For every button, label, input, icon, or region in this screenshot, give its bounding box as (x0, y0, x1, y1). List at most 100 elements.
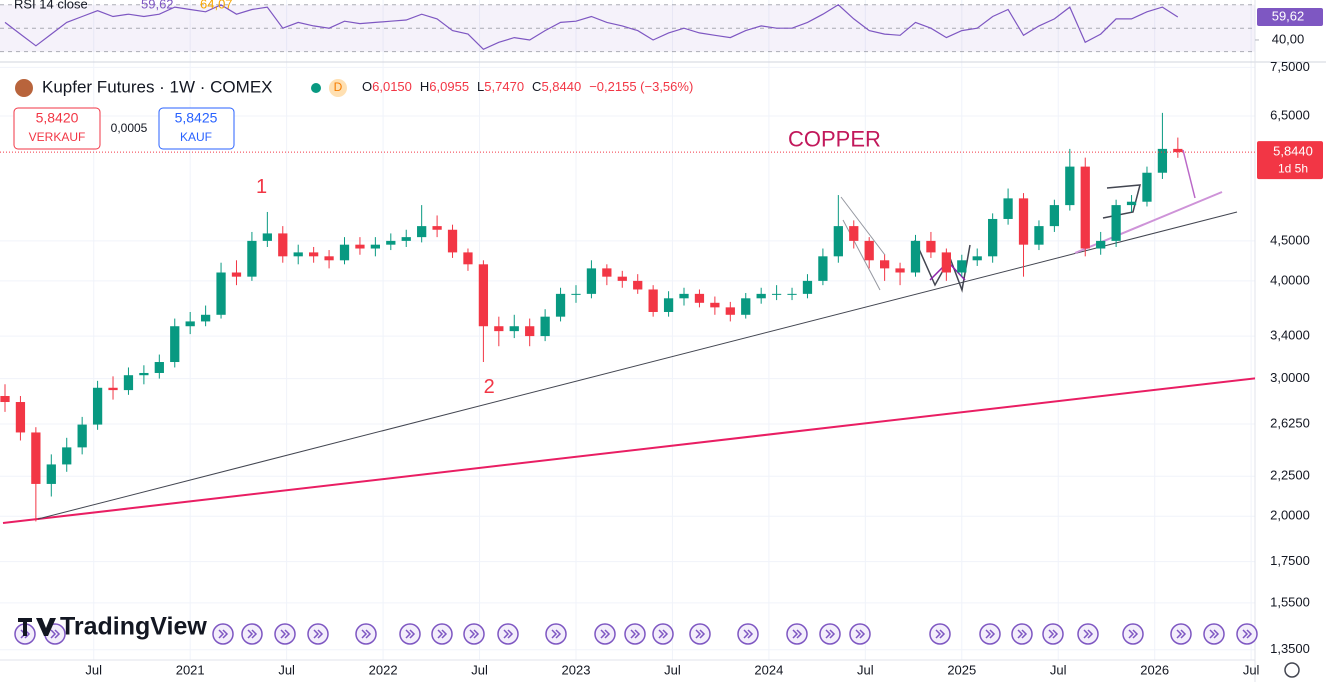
candle-body (15, 402, 26, 433)
x-tick-label: 2024 (754, 662, 783, 677)
candle-body (31, 432, 41, 484)
event-icon-arrow (1048, 629, 1059, 639)
candle-body (1003, 198, 1013, 219)
buy-label: KAUF (180, 130, 212, 144)
overlay: 7,5000 6,5000 4,5000 4,0000 3,4000 3,0000 2,62… (0, 7, 1323, 677)
candle-body (1034, 226, 1044, 245)
event-icon-arrow (935, 629, 946, 639)
event-icon-arrow (551, 629, 562, 639)
sell-button[interactable] (13, 107, 101, 150)
x-tick-label: 2023 (562, 662, 591, 677)
candle-body (818, 256, 828, 281)
y-tick-label: 2,2500 (1270, 468, 1310, 483)
badge: D (334, 80, 343, 94)
event-icon-arrow (218, 629, 229, 639)
candle-body (972, 256, 982, 261)
candle-body (1157, 148, 1168, 173)
candle-body (617, 276, 627, 281)
rsi-ma-value: 64,07 (200, 0, 233, 11)
event-icon-arrow (247, 629, 258, 639)
candle-body (231, 272, 242, 277)
candle-body (262, 233, 272, 241)
candle-body (555, 293, 566, 317)
event-icon-arrow (600, 629, 611, 639)
candle-body (1080, 166, 1090, 249)
candle-body (880, 260, 890, 269)
ohlc-label: L (477, 79, 484, 94)
drawings (2, 149, 1255, 524)
y-tick-label: 7,5000 (1270, 59, 1310, 74)
event-icon-arrow (1176, 629, 1187, 639)
badge-bg (329, 79, 347, 97)
candle-body (92, 387, 103, 425)
candle-body (478, 264, 489, 327)
x-tick-label: Jul (664, 662, 681, 677)
buy-button[interactable] (158, 107, 235, 150)
last-price-label: 5,8440 (1273, 144, 1313, 159)
trendline (2, 377, 1255, 524)
event-icon-arrow (280, 629, 291, 639)
ohlc-label: C (532, 79, 541, 94)
candle-body (1111, 205, 1121, 241)
candle-body (494, 326, 504, 332)
candle-body (663, 298, 674, 312)
candle-body (447, 229, 458, 253)
candle-body (1173, 148, 1183, 153)
annotation: COPPER (788, 127, 881, 152)
annotation: 2 (484, 376, 495, 398)
candle-body (139, 372, 149, 376)
x-tick-label: Jul (85, 662, 102, 677)
candle-body (648, 289, 658, 312)
candle-body (988, 218, 998, 257)
x-tick-label: Jul (1050, 662, 1067, 677)
sell-price: 5,8420 (36, 110, 79, 126)
candle-body (957, 260, 967, 273)
candle-body (46, 464, 56, 484)
settings-icon[interactable] (1284, 662, 1300, 678)
candle-body (1018, 198, 1029, 245)
x-tick-label: Jul (278, 662, 295, 677)
candle-body (771, 293, 782, 295)
candle-body (725, 307, 735, 315)
event-icon-arrow (630, 629, 641, 639)
candle-body (401, 237, 411, 241)
event-icon-arrow (855, 629, 866, 639)
rsi-line (4, 4, 1179, 51)
candle-body (756, 293, 766, 299)
ohlc-value: 5,7470 (484, 79, 524, 94)
event-icon-arrow (825, 629, 836, 639)
candle-body (602, 268, 612, 277)
candle-body (1096, 240, 1106, 249)
candle-body (1049, 205, 1060, 227)
x-tick-label: 2026 (1140, 662, 1169, 677)
event-icon-arrow (985, 629, 996, 639)
candle-body (910, 240, 921, 273)
event-icon-arrow (361, 629, 372, 639)
x-tick-label: 2022 (369, 662, 398, 677)
candle-body (895, 268, 905, 273)
x-tick-label: Jul (471, 662, 488, 677)
candle-body (185, 321, 195, 327)
watermark-logo (18, 618, 56, 636)
event-icon-arrow (313, 629, 324, 639)
candle-body (62, 447, 72, 465)
candle-body (679, 293, 689, 299)
rsi-last-label: 59,62 (1272, 8, 1305, 23)
event-icon-arrow (50, 629, 61, 639)
candle-body (432, 226, 442, 230)
rsi-pane (0, 4, 1255, 53)
candle-body (1142, 172, 1152, 202)
candle-body (509, 326, 519, 332)
event-icon-arrow (469, 629, 480, 639)
candle-body (941, 252, 951, 273)
candle-body (1126, 201, 1137, 206)
event-icon-arrow (437, 629, 448, 639)
chart-title: Kupfer Futures · 1W · COMEX (42, 77, 273, 96)
sell-label: VERKAUF (29, 130, 86, 144)
spread: 0,0005 (111, 121, 148, 135)
ohlc-value: 5,8440 (541, 79, 581, 94)
y-tick-label: 3,0000 (1270, 370, 1310, 385)
candle-body (309, 252, 319, 257)
candle-body (77, 424, 87, 448)
candle-body (633, 280, 643, 290)
